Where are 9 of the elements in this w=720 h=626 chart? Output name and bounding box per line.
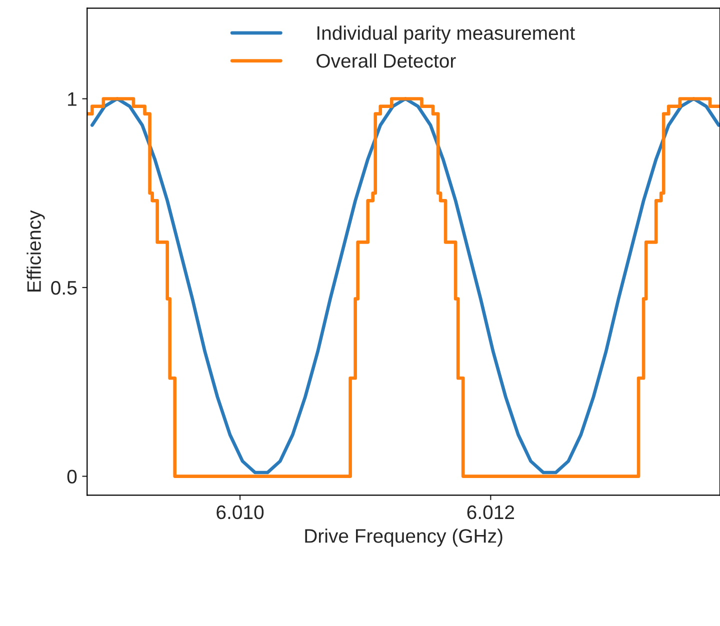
y-tick-label: 1 (68, 92, 76, 106)
x-axis-title: Drive Frequency (GHz) (305, 528, 502, 547)
y-tick-label: 0.5 (51, 280, 77, 295)
y-axis-title: Efficiency (26, 210, 45, 292)
x-tick-label: 6.012 (467, 505, 514, 520)
legend-label: Overall Detector (316, 53, 456, 68)
x-tick-label: 6.010 (216, 505, 264, 520)
y-tick-label: 0 (67, 470, 77, 484)
legend-label: Individual parity measurement (317, 26, 575, 44)
